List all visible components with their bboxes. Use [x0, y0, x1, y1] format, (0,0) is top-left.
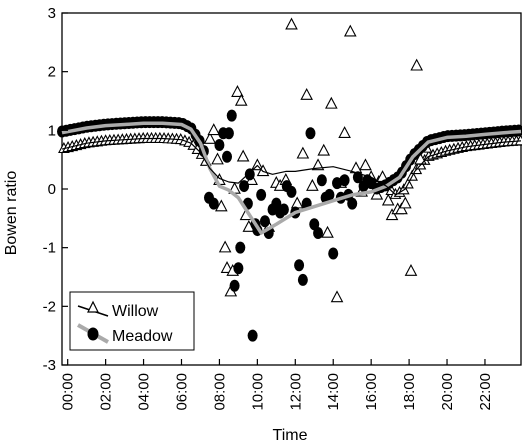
legend-box — [69, 291, 195, 351]
willow-point — [290, 196, 304, 209]
y-tick-label: 2 — [48, 64, 56, 81]
meadow-point — [214, 139, 225, 151]
willow-point — [207, 123, 221, 136]
x-tick-label: 16:00 — [363, 373, 380, 411]
y-tick-label: -3 — [43, 357, 56, 374]
y-tick-label: -2 — [43, 298, 56, 315]
willow-point — [296, 146, 310, 159]
willow-point — [381, 193, 395, 206]
willow-point — [385, 208, 399, 221]
y-tick-label: 0 — [48, 181, 56, 198]
y-tick-label: -1 — [43, 240, 56, 257]
x-tick-label: 10:00 — [249, 373, 266, 411]
willow-point — [231, 85, 244, 97]
meadow-point — [286, 185, 297, 198]
willow-point — [256, 164, 270, 177]
meadow-point — [244, 168, 255, 181]
willow-point — [317, 143, 331, 156]
x-tick-label: 18:00 — [401, 373, 418, 411]
meadow-point — [305, 127, 316, 140]
meadow-point — [229, 279, 240, 292]
willow-point — [211, 152, 224, 165]
willow-markers — [58, 17, 522, 303]
meadow-point — [223, 127, 234, 140]
meadow-point — [239, 180, 250, 193]
willow-point — [215, 199, 228, 212]
x-tick-label: 06:00 — [173, 373, 190, 411]
willow-point — [203, 131, 217, 144]
meadow-point — [339, 174, 350, 187]
legend-willow-label: Willow — [112, 303, 159, 320]
meadow-point — [294, 259, 305, 272]
willow-point — [306, 178, 319, 191]
willow-point — [395, 202, 408, 215]
x-tick-label: 12:00 — [287, 373, 304, 411]
legend-willow-marker — [87, 300, 99, 313]
meadow-point — [278, 203, 289, 216]
meadow-point — [233, 262, 244, 275]
meadow-point — [309, 218, 320, 231]
willow-point — [514, 134, 522, 146]
meadow-point — [271, 197, 282, 210]
willow-point — [218, 240, 232, 253]
legend-meadow-label: Meadow — [112, 328, 173, 345]
legend: Willow Meadow — [69, 291, 195, 351]
meadow-point — [332, 177, 343, 190]
trend-lines — [61, 121, 522, 235]
meadow-point — [313, 227, 324, 239]
y-axis-label: Bowen ratio — [3, 171, 20, 256]
willow-point — [300, 87, 313, 100]
x-tick-label: 02:00 — [98, 373, 115, 411]
meadow-point — [366, 177, 377, 190]
meadow-point — [256, 188, 267, 201]
meadow-point — [226, 109, 237, 122]
willow-point — [285, 17, 298, 30]
y-tick-label: 3 — [48, 5, 56, 22]
meadow-point — [208, 197, 219, 210]
willow-point — [325, 96, 338, 109]
meadow-point — [328, 247, 339, 260]
meadow-point — [222, 150, 233, 163]
x-tick-label: 08:00 — [211, 373, 228, 411]
willow-point — [251, 158, 264, 171]
axes: -3 -2 -1 0 1 2 3 00:00 02:00 04:00 06:00 08:00 10:00… — [43, 5, 494, 411]
willow-point — [234, 93, 248, 106]
meadow-point — [347, 197, 358, 210]
meadow-point — [324, 188, 335, 201]
willow-point — [404, 263, 418, 276]
meadow-point — [259, 215, 270, 228]
x-axis-label: Time — [273, 427, 308, 444]
willow-point — [410, 58, 423, 71]
meadow-point — [235, 241, 246, 254]
willow-point — [398, 196, 412, 209]
willow-point — [311, 158, 325, 171]
meadow-trend-line — [61, 121, 522, 235]
willow-point — [338, 126, 351, 139]
x-tick-label: 22:00 — [477, 373, 494, 411]
legend-meadow-marker — [87, 327, 99, 341]
x-tick-label: 14:00 — [325, 373, 342, 411]
willow-point — [236, 149, 250, 162]
x-tick-label: 20:00 — [439, 373, 456, 411]
willow-point — [321, 225, 334, 238]
meadow-point — [297, 273, 308, 286]
meadow-point — [316, 174, 327, 187]
y-tick-label: 1 — [48, 122, 56, 139]
willow-trend-line — [61, 137, 522, 196]
x-tick-label: 00:00 — [60, 373, 77, 411]
willow-point — [343, 24, 357, 37]
x-tick-label: 04:00 — [136, 373, 153, 411]
willow-point — [330, 290, 344, 303]
meadow-point — [247, 329, 258, 342]
willow-point — [359, 158, 372, 171]
